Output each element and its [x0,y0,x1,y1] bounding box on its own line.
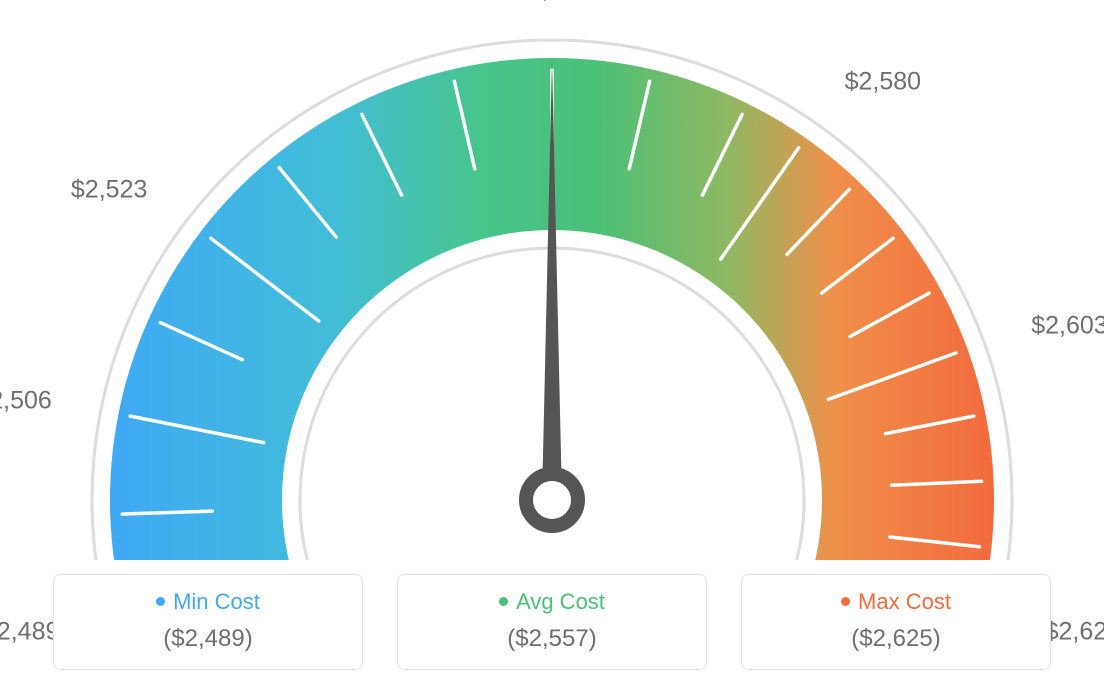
legend-title-max: Max Cost [742,589,1050,615]
legend-card-min: Min Cost ($2,489) [53,574,363,670]
legend-value-min: ($2,489) [54,625,362,653]
gauge-tick-label: $2,603 [1031,311,1104,340]
legend-title-avg: Avg Cost [398,589,706,615]
dot-icon [841,597,850,606]
gauge-tick-label: $2,557 [514,0,590,5]
legend-title-text: Min Cost [173,589,260,614]
legend-card-avg: Avg Cost ($2,557) [397,574,707,670]
legend-row: Min Cost ($2,489) Avg Cost ($2,557) Max … [0,574,1104,670]
legend-title-text: Max Cost [858,589,951,614]
gauge-svg [0,0,1104,560]
legend-title-min: Min Cost [54,589,362,615]
dot-icon [499,597,508,606]
gauge-tick-label: $2,580 [845,68,921,97]
gauge-tick-label: $2,523 [71,175,147,204]
legend-card-max: Max Cost ($2,625) [741,574,1051,670]
legend-value-max: ($2,625) [742,625,1050,653]
gauge-tick-label: $2,506 [0,386,52,415]
legend-title-text: Avg Cost [516,589,605,614]
legend-value-avg: ($2,557) [398,625,706,653]
gauge-chart: $2,489$2,506$2,523$2,557$2,580$2,603$2,6… [0,0,1104,560]
dot-icon [156,597,165,606]
